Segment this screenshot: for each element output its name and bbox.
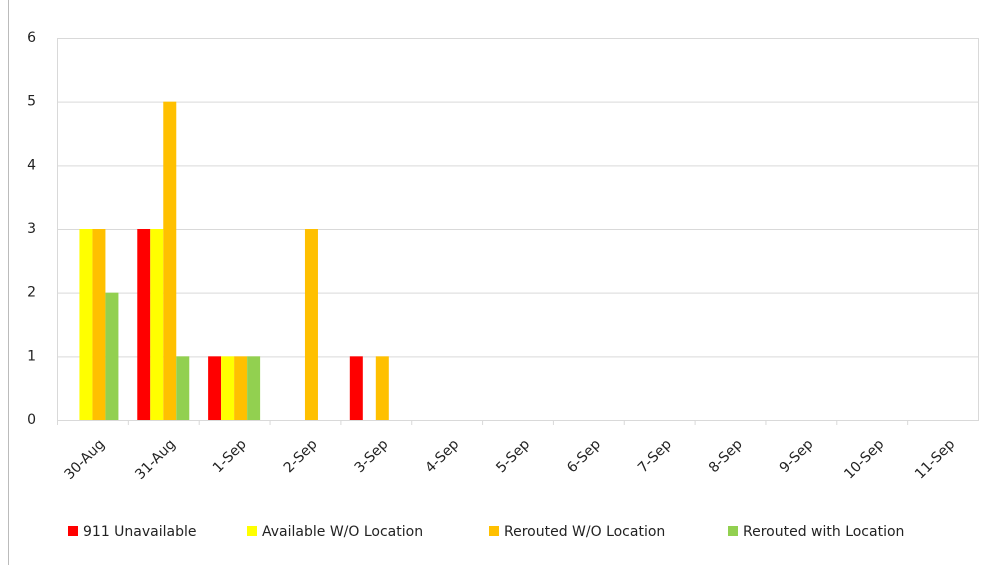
legend-swatch [489,526,499,536]
y-tick-label: 2 [27,285,36,301]
x-tick-label: 9-Sep [777,436,817,476]
x-tick-label: 2-Sep [281,436,321,476]
bar [176,356,190,420]
legend-label: 911 Unavailable [83,524,196,540]
bar [375,356,389,420]
legend-swatch [68,526,78,536]
bar [234,356,248,420]
bar [79,229,93,420]
y-tick-label: 6 [27,30,36,46]
bar [208,356,222,420]
bar [247,356,261,420]
x-tick-label: 7-Sep [635,436,675,476]
y-tick-label: 4 [27,157,36,173]
bar [304,229,318,420]
legend-label: Available W/O Location [262,524,423,540]
legend-swatch [728,526,738,536]
legend-label: Rerouted W/O Location [504,524,665,540]
y-tick-label: 5 [27,94,36,110]
legend-label: Rerouted with Location [743,524,904,540]
x-tick-label: 6-Sep [564,436,604,476]
y-tick-label: 0 [27,412,36,428]
bar [150,229,164,420]
legend-swatch [247,526,257,536]
x-tick-label: 8-Sep [706,436,746,476]
x-tick-label: 1-Sep [210,436,250,476]
bar [137,229,151,420]
y-tick-label: 1 [27,348,36,364]
bar [163,101,177,421]
x-tick-label: 3-Sep [352,436,392,476]
bar [221,356,235,420]
bar [105,292,119,420]
x-tick-label: 30-Aug [61,436,108,483]
bar [92,229,106,420]
x-tick-label: 4-Sep [422,436,462,476]
bar [349,356,363,420]
x-tick-label: 10-Sep [841,436,887,482]
x-tick-label: 5-Sep [493,436,533,476]
x-tick-label: 31-Aug [132,436,179,483]
x-tick-label: 11-Sep [912,436,958,482]
y-tick-label: 3 [27,221,36,237]
